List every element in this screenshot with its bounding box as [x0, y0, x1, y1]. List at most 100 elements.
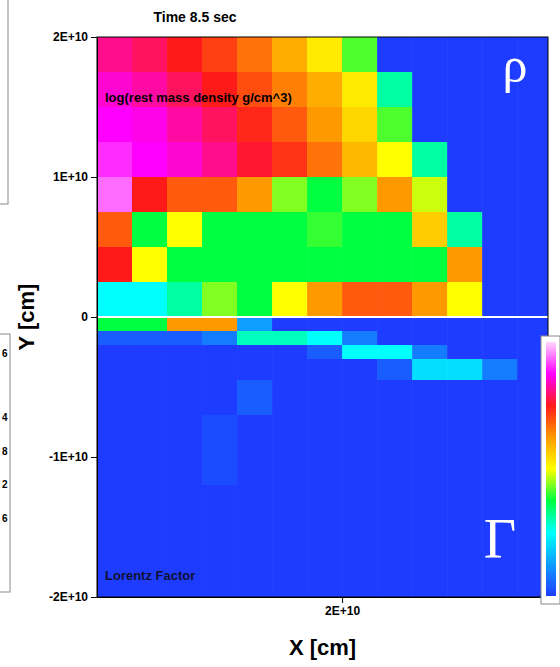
x-tick-label: 2E+10 — [325, 604, 360, 618]
heatmap-cell — [307, 212, 343, 248]
heatmap-cell — [167, 107, 203, 143]
heatmap-cell — [202, 37, 238, 73]
colorbar — [541, 336, 560, 604]
chart-title: Time 8.5 sec — [153, 9, 236, 25]
heatmap-cell — [272, 247, 308, 283]
heatmap-cell — [97, 282, 133, 318]
heatmap-cell — [307, 72, 343, 108]
heatmap-cell — [97, 107, 133, 143]
heatmap-cell — [132, 212, 168, 248]
heatmap-cell — [482, 380, 518, 416]
x-tick-mark — [342, 597, 343, 603]
heatmap-cell — [307, 331, 343, 346]
heatmap-cell — [447, 485, 483, 597]
heatmap-cell — [447, 359, 483, 381]
plot-frame — [97, 37, 548, 597]
panel-label: log(rest mass density g/cm^3) — [105, 90, 292, 105]
heatmap-cell — [517, 177, 548, 213]
heatmap-cell — [272, 107, 308, 143]
heatmap-cell — [167, 415, 203, 486]
heatmap-cell — [167, 317, 203, 332]
heatmap-cell — [132, 247, 168, 283]
heatmap-cell — [202, 282, 238, 318]
heatmap-cell — [202, 345, 238, 360]
y-tick: 2E+10 — [53, 30, 97, 44]
y-tick-label: -1E+10 — [49, 450, 88, 464]
heatmap-cell — [167, 247, 203, 283]
heatmap-cell — [342, 107, 378, 143]
heatmap-cell — [132, 359, 168, 381]
heatmap-cell — [132, 282, 168, 318]
heatmap-cell — [202, 485, 238, 597]
heatmap-cell — [307, 247, 343, 283]
heatmap-cell — [307, 107, 343, 143]
heatmap-cell — [517, 107, 548, 143]
heatmap-cell — [377, 359, 413, 381]
heatmap-cell — [482, 142, 518, 178]
heatmap-cell — [237, 485, 273, 597]
heatmap-cell — [447, 380, 483, 416]
heatmap-cell — [307, 359, 343, 381]
heatmap-cell — [307, 485, 343, 597]
heatmap-cell — [377, 380, 413, 416]
heatmap-cell — [202, 142, 238, 178]
heatmap-cell — [97, 345, 133, 360]
heatmap-cell — [447, 177, 483, 213]
heatmap-cell — [237, 380, 273, 416]
heatmap-cell — [412, 72, 448, 108]
x-axis-title: X [cm] — [289, 635, 356, 660]
cropped-label: 6 — [2, 513, 8, 524]
cropped-label: 4 — [2, 412, 8, 423]
heatmap-cell — [342, 282, 378, 318]
heatmap-cell — [412, 380, 448, 416]
heatmap-cell — [412, 415, 448, 486]
heatmap-cell — [132, 177, 168, 213]
heatmap-cell — [482, 247, 518, 283]
heatmap-cell — [517, 317, 548, 332]
heatmap-cell — [342, 415, 378, 486]
heatmap-cell — [447, 415, 483, 486]
y-tick: -1E+10 — [49, 450, 97, 464]
heatmap-cell — [447, 282, 483, 318]
heatmap-cell — [202, 212, 238, 248]
heatmap-cell — [132, 37, 168, 73]
heatmap-cell — [167, 212, 203, 248]
heatmap-cell — [412, 247, 448, 283]
cropped-label: 8 — [2, 446, 8, 457]
cropped-box — [0, 0, 8, 204]
heatmap-cell — [447, 212, 483, 248]
heatmap-cell — [132, 415, 168, 486]
heatmap-cell — [412, 331, 448, 346]
heatmap-cell — [97, 142, 133, 178]
heatmap-cell — [482, 282, 518, 318]
heatmap-cell — [412, 345, 448, 360]
heatmap-cell — [342, 142, 378, 178]
heatmap-cell — [307, 37, 343, 73]
y-tick-label: 0 — [81, 310, 88, 324]
heatmap-cell — [97, 380, 133, 416]
heatmap-cell — [272, 177, 308, 213]
heatmap-cell — [342, 359, 378, 381]
heatmap-cell — [237, 247, 273, 283]
heatmap-cell — [307, 282, 343, 318]
heatmap-cell — [272, 142, 308, 178]
heatmap-cell — [202, 317, 238, 332]
heatmap-cell — [237, 415, 273, 486]
heatmap-cell — [517, 247, 548, 283]
heatmap-cell — [237, 142, 273, 178]
heatmap-cell — [412, 212, 448, 248]
heatmap-cell — [377, 345, 413, 360]
heatmap-cell — [272, 485, 308, 597]
cropped-label: 6 — [2, 348, 8, 359]
heatmap-cell — [202, 380, 238, 416]
y-axis-line — [97, 38, 98, 598]
chart-root: -2E+10-1E+1001E+102E+102E+10Time 8.5 sec… — [0, 0, 560, 667]
y-tick-mark — [91, 37, 97, 38]
heatmap-cell — [97, 212, 133, 248]
heatmap-cell — [377, 415, 413, 486]
heatmap-cell — [412, 359, 448, 381]
heatmap-cell — [447, 37, 483, 73]
colorbar-frame — [541, 336, 560, 604]
heatmap-cell — [237, 212, 273, 248]
heatmap-cell — [377, 72, 413, 108]
